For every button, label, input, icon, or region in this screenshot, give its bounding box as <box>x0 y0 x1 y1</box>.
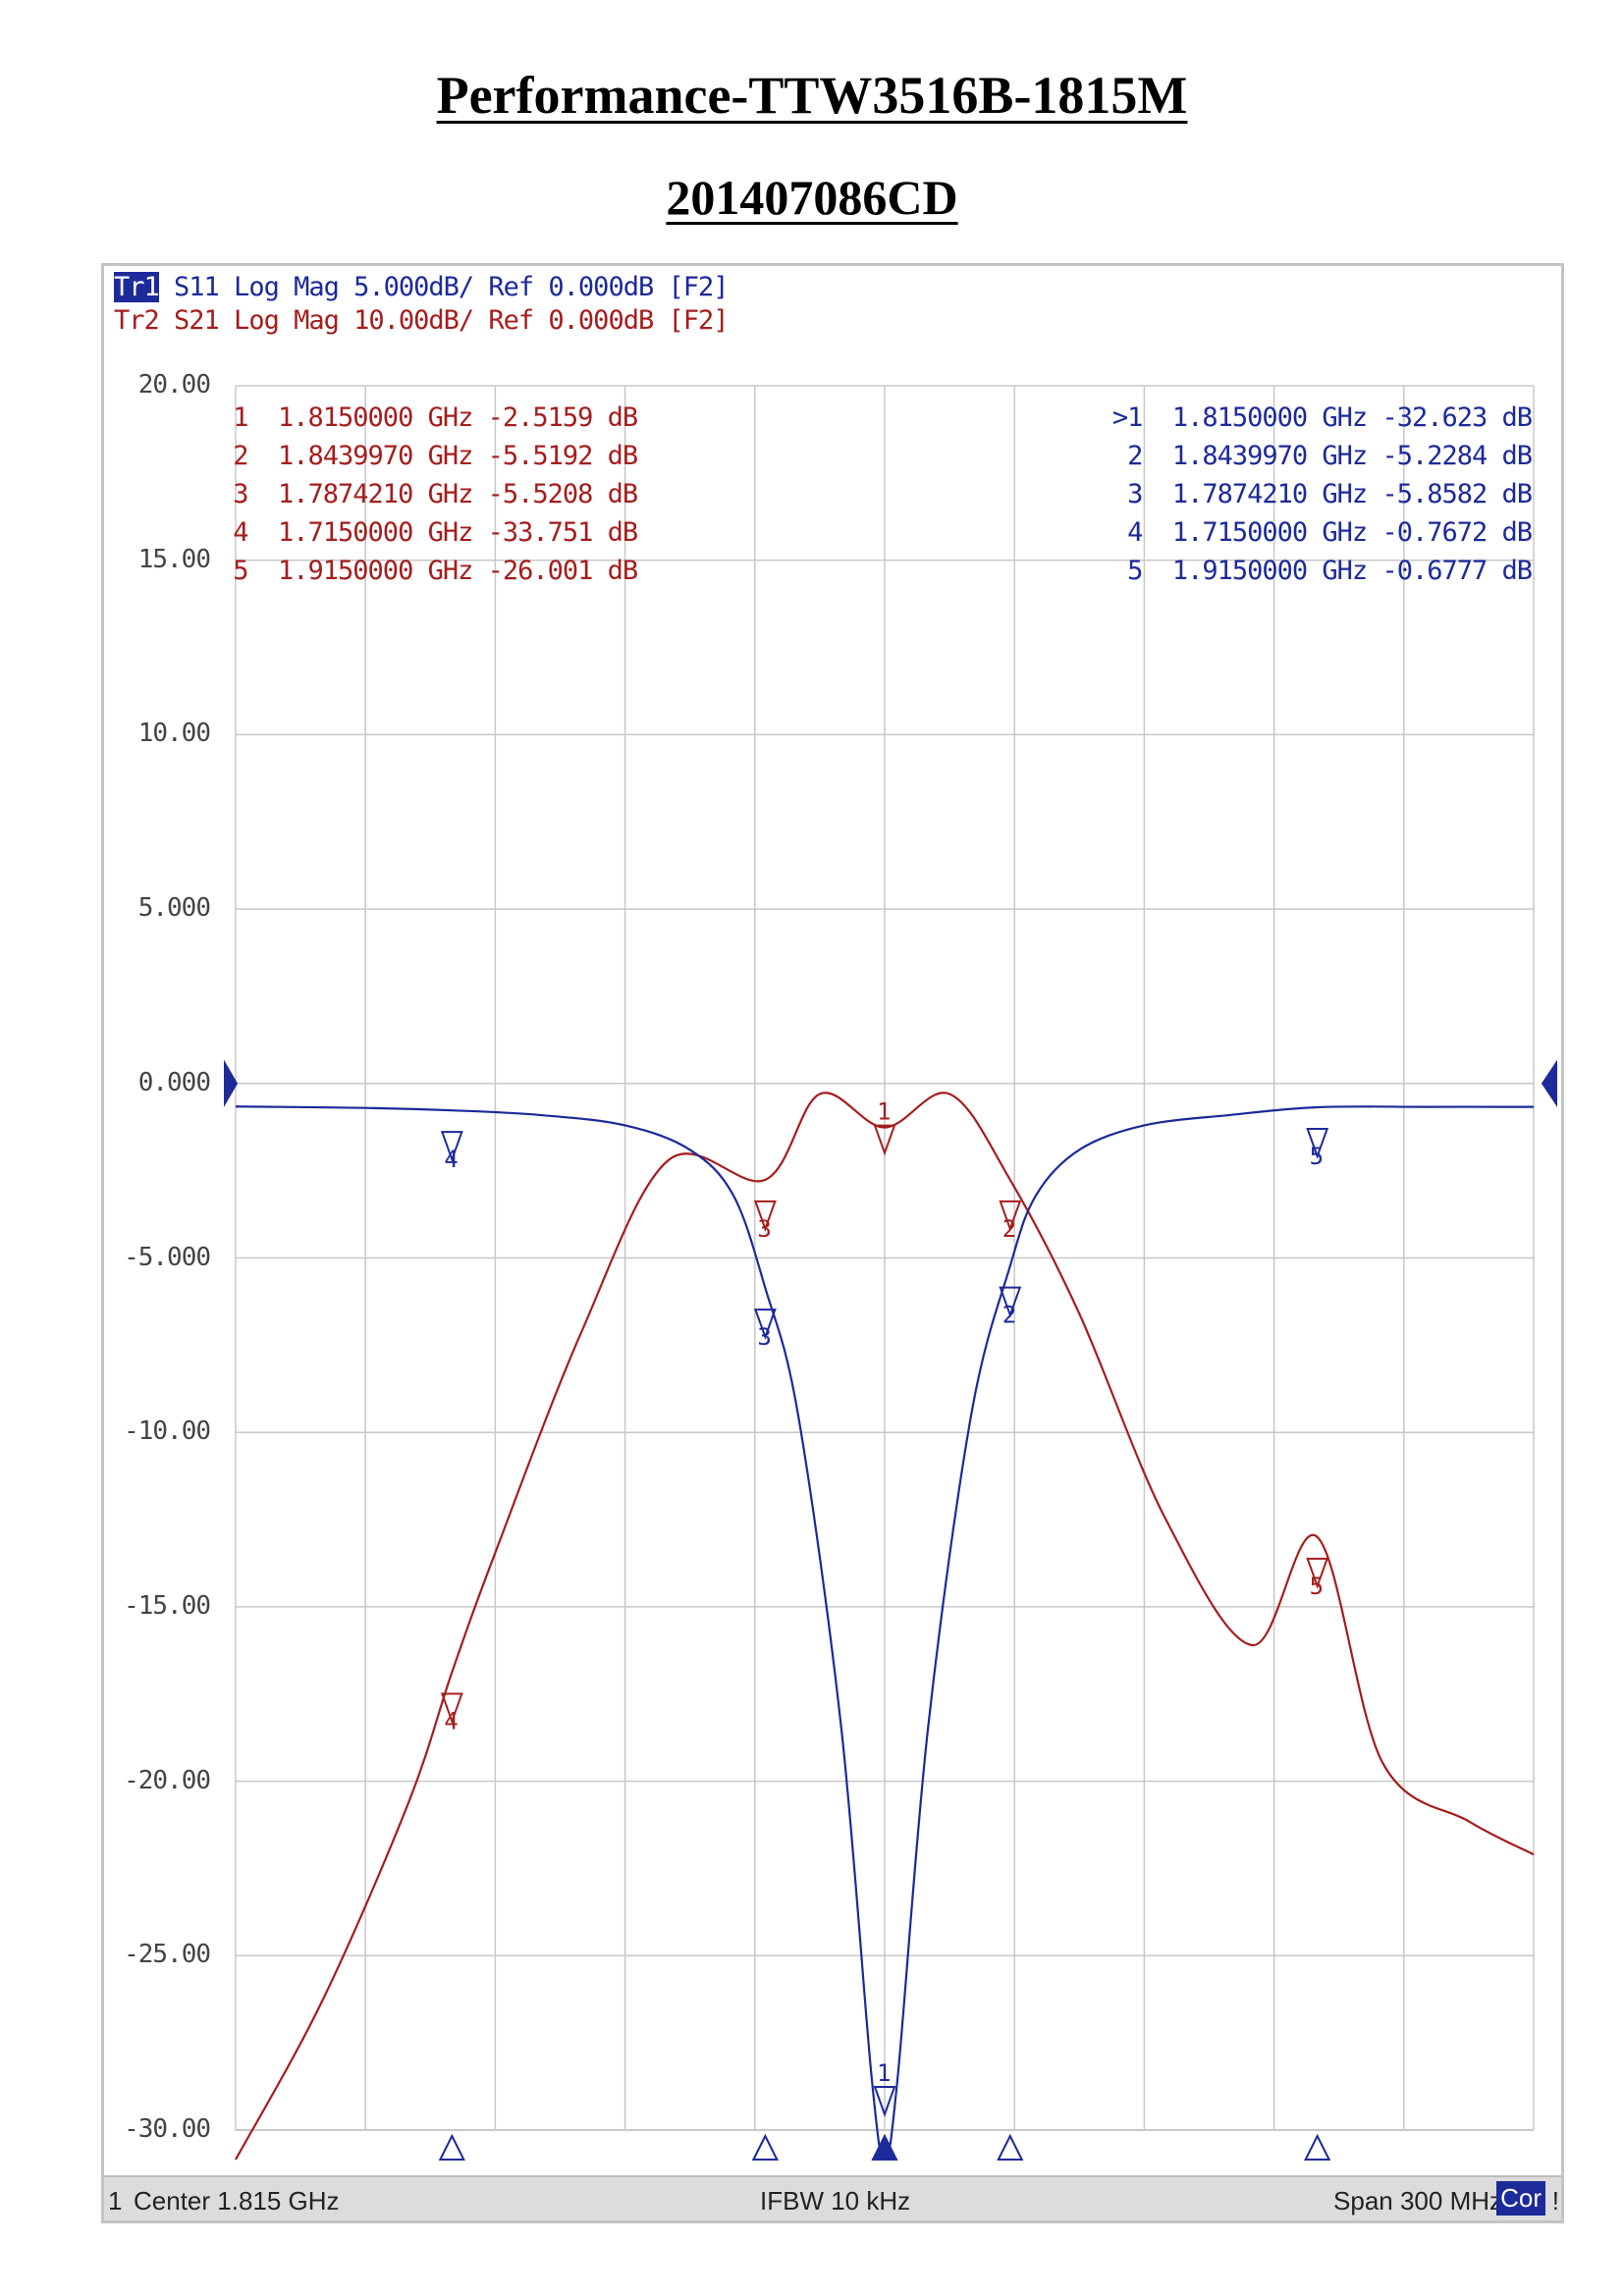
s21-marker-4-label: 4 <box>444 1708 458 1735</box>
y-tick-label: 5.000 <box>137 893 211 924</box>
trace-1-settings: S11 Log Mag 5.000dB/ Ref 0.000dB [F2] <box>158 272 729 302</box>
s11-marker-table: >1 1.8150000 GHz -32.623 dB 2 1.8439970 … <box>1111 399 1533 590</box>
s21-marker-4 <box>440 1692 463 1725</box>
s21-marker-3 <box>753 1200 777 1232</box>
trace-1-tag[interactable]: Tr1 <box>114 272 160 302</box>
s11-ref-arrow-right <box>1542 1059 1557 1107</box>
y-tick-label: 20.00 <box>137 370 211 400</box>
plot-canvas: 4 3 1 2 5 4 3 2 5 1 <box>224 385 1557 2162</box>
s21-marker-5 <box>1306 1557 1329 1589</box>
ifbw-setting[interactable]: IFBW 10 kHz <box>760 2186 911 2216</box>
s11-marker-5 <box>1306 1127 1329 1159</box>
stimulus-marker <box>997 2133 1024 2161</box>
span-setting[interactable]: Span 300 MHz <box>1333 2186 1502 2216</box>
status-bar: 1 Center 1.815 GHz IFBW 10 kHz Span 300 … <box>104 2175 1561 2220</box>
stimulus-marker <box>438 2133 465 2161</box>
s21-trace <box>235 1092 1535 2161</box>
y-tick-label: 10.00 <box>137 719 211 749</box>
warning-indicator: ! <box>1551 2186 1559 2216</box>
s11-marker-5-label: 5 <box>1310 1143 1324 1170</box>
marker-row[interactable]: 1 1.8150000 GHz -2.5159 dB <box>218 402 638 433</box>
y-tick-label: -20.00 <box>124 1765 211 1795</box>
marker-row[interactable]: 5 1.9150000 GHz -26.001 dB <box>218 556 638 586</box>
s11-marker-2-label: 2 <box>1002 1302 1016 1329</box>
s21-marker-5-label: 5 <box>1310 1573 1324 1600</box>
s11-marker-2 <box>999 1286 1022 1318</box>
s11-marker-4-label: 4 <box>444 1146 458 1173</box>
channel-number[interactable]: 1 <box>108 2186 123 2216</box>
page-subtitle: 201407086CD <box>666 170 958 225</box>
s21-marker-1-label: 1 <box>877 1098 891 1126</box>
marker-row[interactable]: 2 1.8439970 GHz -5.5192 dB <box>218 441 638 471</box>
trace-2-tag[interactable]: Tr2 <box>114 305 160 336</box>
stimulus-marker <box>871 2133 898 2161</box>
y-tick-label: -5.000 <box>124 1242 211 1272</box>
s21-marker-3-label: 3 <box>757 1215 771 1243</box>
marker-row[interactable]: 3 1.7874210 GHz -5.8582 dB <box>1111 479 1533 509</box>
vna-display: Tr1 S11 Log Mag 5.000dB/ Ref 0.000dB [F2… <box>101 263 1564 2223</box>
trace-2-header[interactable]: Tr2 S21 Log Mag 10.00dB/ Ref 0.000dB [F2… <box>114 305 729 336</box>
correction-badge[interactable]: Cor <box>1496 2181 1545 2216</box>
s21-marker-2-label: 2 <box>1002 1215 1016 1243</box>
s11-marker-3 <box>753 1308 777 1341</box>
s21-marker-table: 1 1.8150000 GHz -2.5159 dB 2 1.8439970 G… <box>218 399 638 590</box>
marker-row[interactable]: 4 1.7150000 GHz -33.751 dB <box>218 517 638 548</box>
page-title: Performance-TTW3516B-1815M <box>436 66 1188 125</box>
marker-row[interactable]: 5 1.9150000 GHz -0.6777 dB <box>1111 556 1533 586</box>
s11-marker-1-label: 1 <box>877 2059 891 2087</box>
s11-marker-1 <box>873 2086 896 2117</box>
s21-marker-1 <box>873 1124 896 1156</box>
y-tick-label: 0.000 <box>137 1067 211 1097</box>
marker-row[interactable]: >1 1.8150000 GHz -32.623 dB <box>1111 402 1533 433</box>
s11-marker-3-label: 3 <box>757 1323 771 1351</box>
s11-marker-4 <box>440 1131 463 1163</box>
s21-marker-2 <box>999 1200 1022 1232</box>
y-tick-label: -30.00 <box>124 2114 211 2144</box>
s11-ref-arrow-left <box>224 1059 238 1107</box>
y-tick-label: -25.00 <box>124 1940 211 1970</box>
marker-row[interactable]: 4 1.7150000 GHz -0.7672 dB <box>1111 517 1533 548</box>
stimulus-marker <box>751 2133 779 2161</box>
trace-1-header[interactable]: Tr1 S11 Log Mag 5.000dB/ Ref 0.000dB [F2… <box>114 272 729 302</box>
trace-2-settings: S21 Log Mag 10.00dB/ Ref 0.000dB [F2] <box>158 305 729 336</box>
y-tick-label: -10.00 <box>124 1416 211 1447</box>
marker-row[interactable]: 3 1.7874210 GHz -5.5208 dB <box>218 479 638 509</box>
stimulus-marker <box>1304 2133 1331 2161</box>
marker-row[interactable]: 2 1.8439970 GHz -5.2284 dB <box>1111 441 1533 471</box>
y-tick-label: 15.00 <box>137 544 211 574</box>
center-frequency[interactable]: Center 1.815 GHz <box>134 2186 340 2216</box>
y-tick-label: -15.00 <box>124 1590 211 1621</box>
